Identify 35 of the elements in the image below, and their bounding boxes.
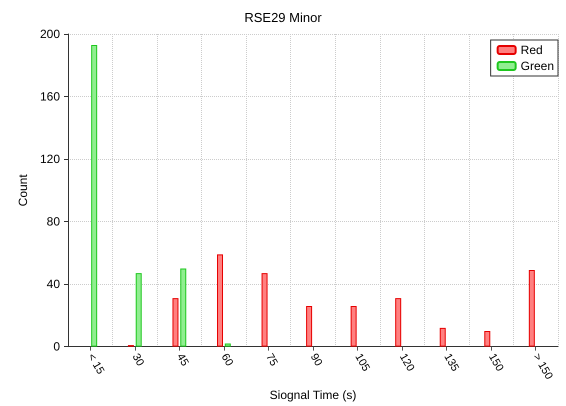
x-tick-label: 30: [130, 352, 146, 368]
x-tick-label: 135: [441, 352, 461, 374]
x-tick-label: > 150: [530, 352, 555, 382]
y-tick-label: 200: [40, 27, 60, 41]
bar: [136, 273, 142, 347]
bar: [172, 298, 178, 347]
bar: [180, 268, 186, 347]
y-axis-title: Count: [16, 174, 30, 206]
bar: [306, 306, 312, 347]
x-axis-title: Siognal Time (s): [270, 388, 356, 402]
bar: [484, 331, 490, 347]
bar: [395, 298, 402, 347]
chart-title: RSE29 Minor: [244, 10, 322, 25]
x-tick-label: 90: [308, 352, 324, 368]
x-tick-label: < 15: [85, 352, 106, 376]
bar: [440, 328, 446, 347]
bar: [217, 254, 224, 347]
bar: [528, 270, 535, 347]
y-tick-label: 40: [46, 277, 60, 292]
bar: [350, 306, 357, 347]
y-tick-label: 120: [40, 152, 60, 166]
y-tick-label: 160: [40, 90, 60, 104]
x-tick-label: 60: [218, 352, 236, 368]
y-tick-label: 0: [53, 340, 60, 354]
bar: [91, 44, 98, 347]
x-tick-label: 45: [174, 352, 191, 368]
legend-label: Red: [520, 43, 543, 57]
legend-label: Green: [520, 59, 554, 73]
x-tick-label: 150: [486, 352, 506, 374]
bar: [224, 344, 231, 347]
x-tick-label: 75: [263, 352, 280, 368]
x-tick-label: 105: [352, 352, 372, 374]
x-tick-label: 120: [396, 352, 416, 374]
bar: [262, 273, 268, 347]
y-tick-label: 80: [46, 214, 60, 229]
